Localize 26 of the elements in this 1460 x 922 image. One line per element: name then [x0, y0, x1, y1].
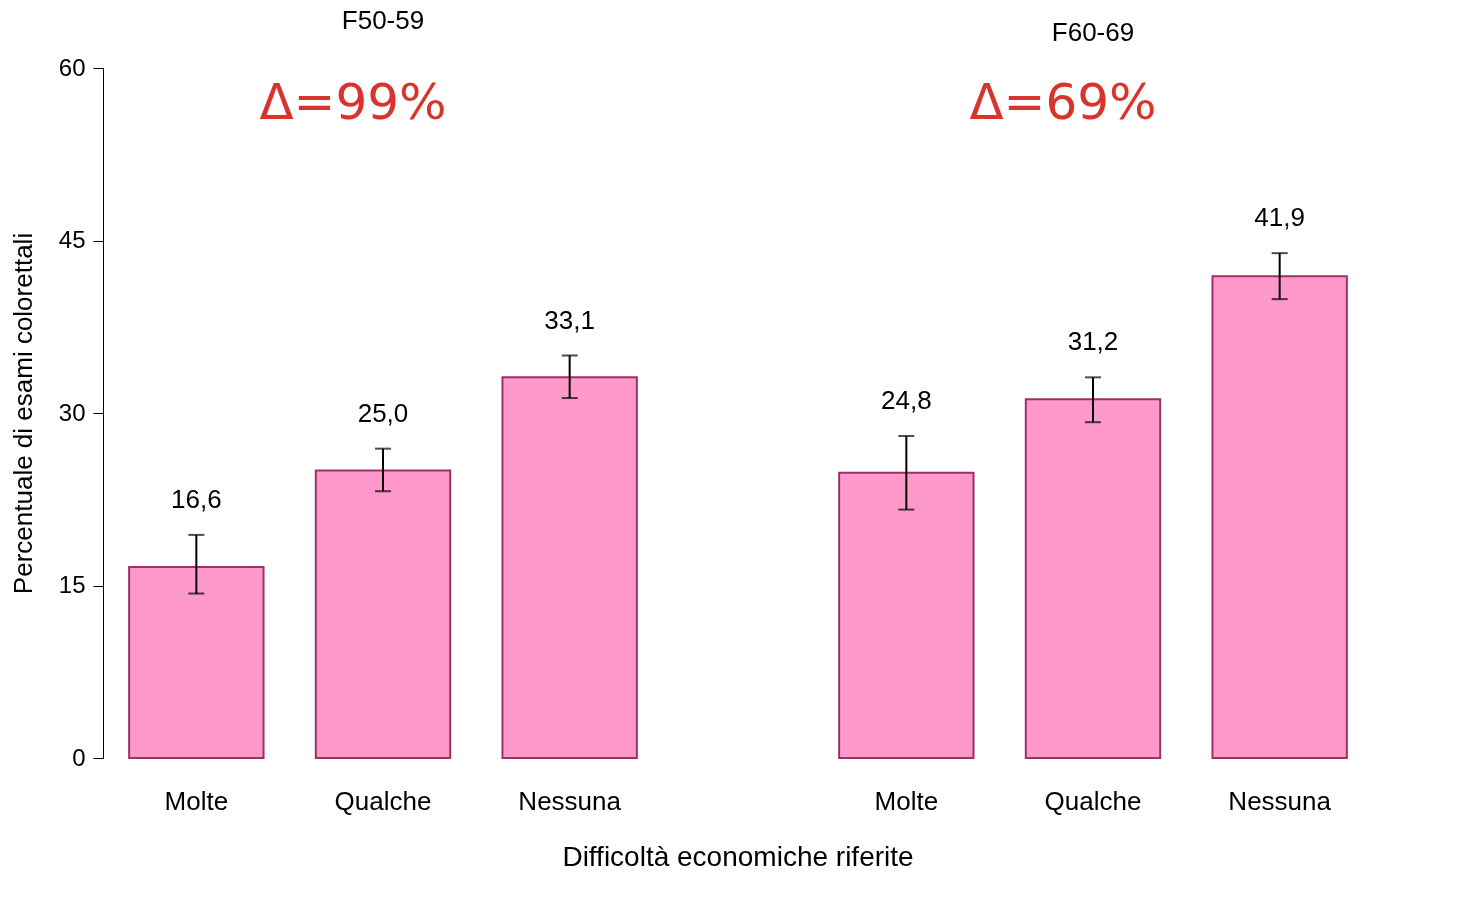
- x-tick-label: Qualche: [1044, 785, 1142, 816]
- chart-title: F50-59: [341, 5, 425, 35]
- y-tick-label: 15: [58, 571, 86, 598]
- y-tick-label: 45: [58, 226, 86, 253]
- x-tick-label: Molte: [874, 785, 939, 816]
- annotation: Δ=99%: [259, 73, 447, 131]
- chart-title: F60-69: [1051, 17, 1135, 47]
- data-label: 33,1: [544, 304, 595, 335]
- data-label: 16,6: [171, 483, 222, 514]
- data-label: 25,0: [357, 397, 409, 428]
- x-tick-label: Nessuna: [1228, 785, 1332, 816]
- x-tick-label: Nessuna: [518, 785, 622, 816]
- data-label: 24,8: [881, 385, 932, 415]
- data-label: 31,2: [1067, 326, 1119, 357]
- y-tick-label: 0: [72, 743, 86, 771]
- bar: [314, 469, 452, 759]
- bar: [128, 566, 265, 759]
- bar: [501, 376, 638, 759]
- x-tick-label: Molte: [164, 785, 229, 816]
- x-tick-label: Qualche: [334, 785, 432, 816]
- data-label: 41,9: [1254, 202, 1305, 233]
- x-axis-title: Difficoltà economiche riferite: [562, 841, 914, 872]
- y-tick-label: 60: [58, 53, 86, 81]
- y-axis-title: Percentuale di esami colorettali: [7, 232, 38, 595]
- y-tick-label: 30: [58, 398, 86, 426]
- annotation: Δ=69%: [969, 73, 1157, 131]
